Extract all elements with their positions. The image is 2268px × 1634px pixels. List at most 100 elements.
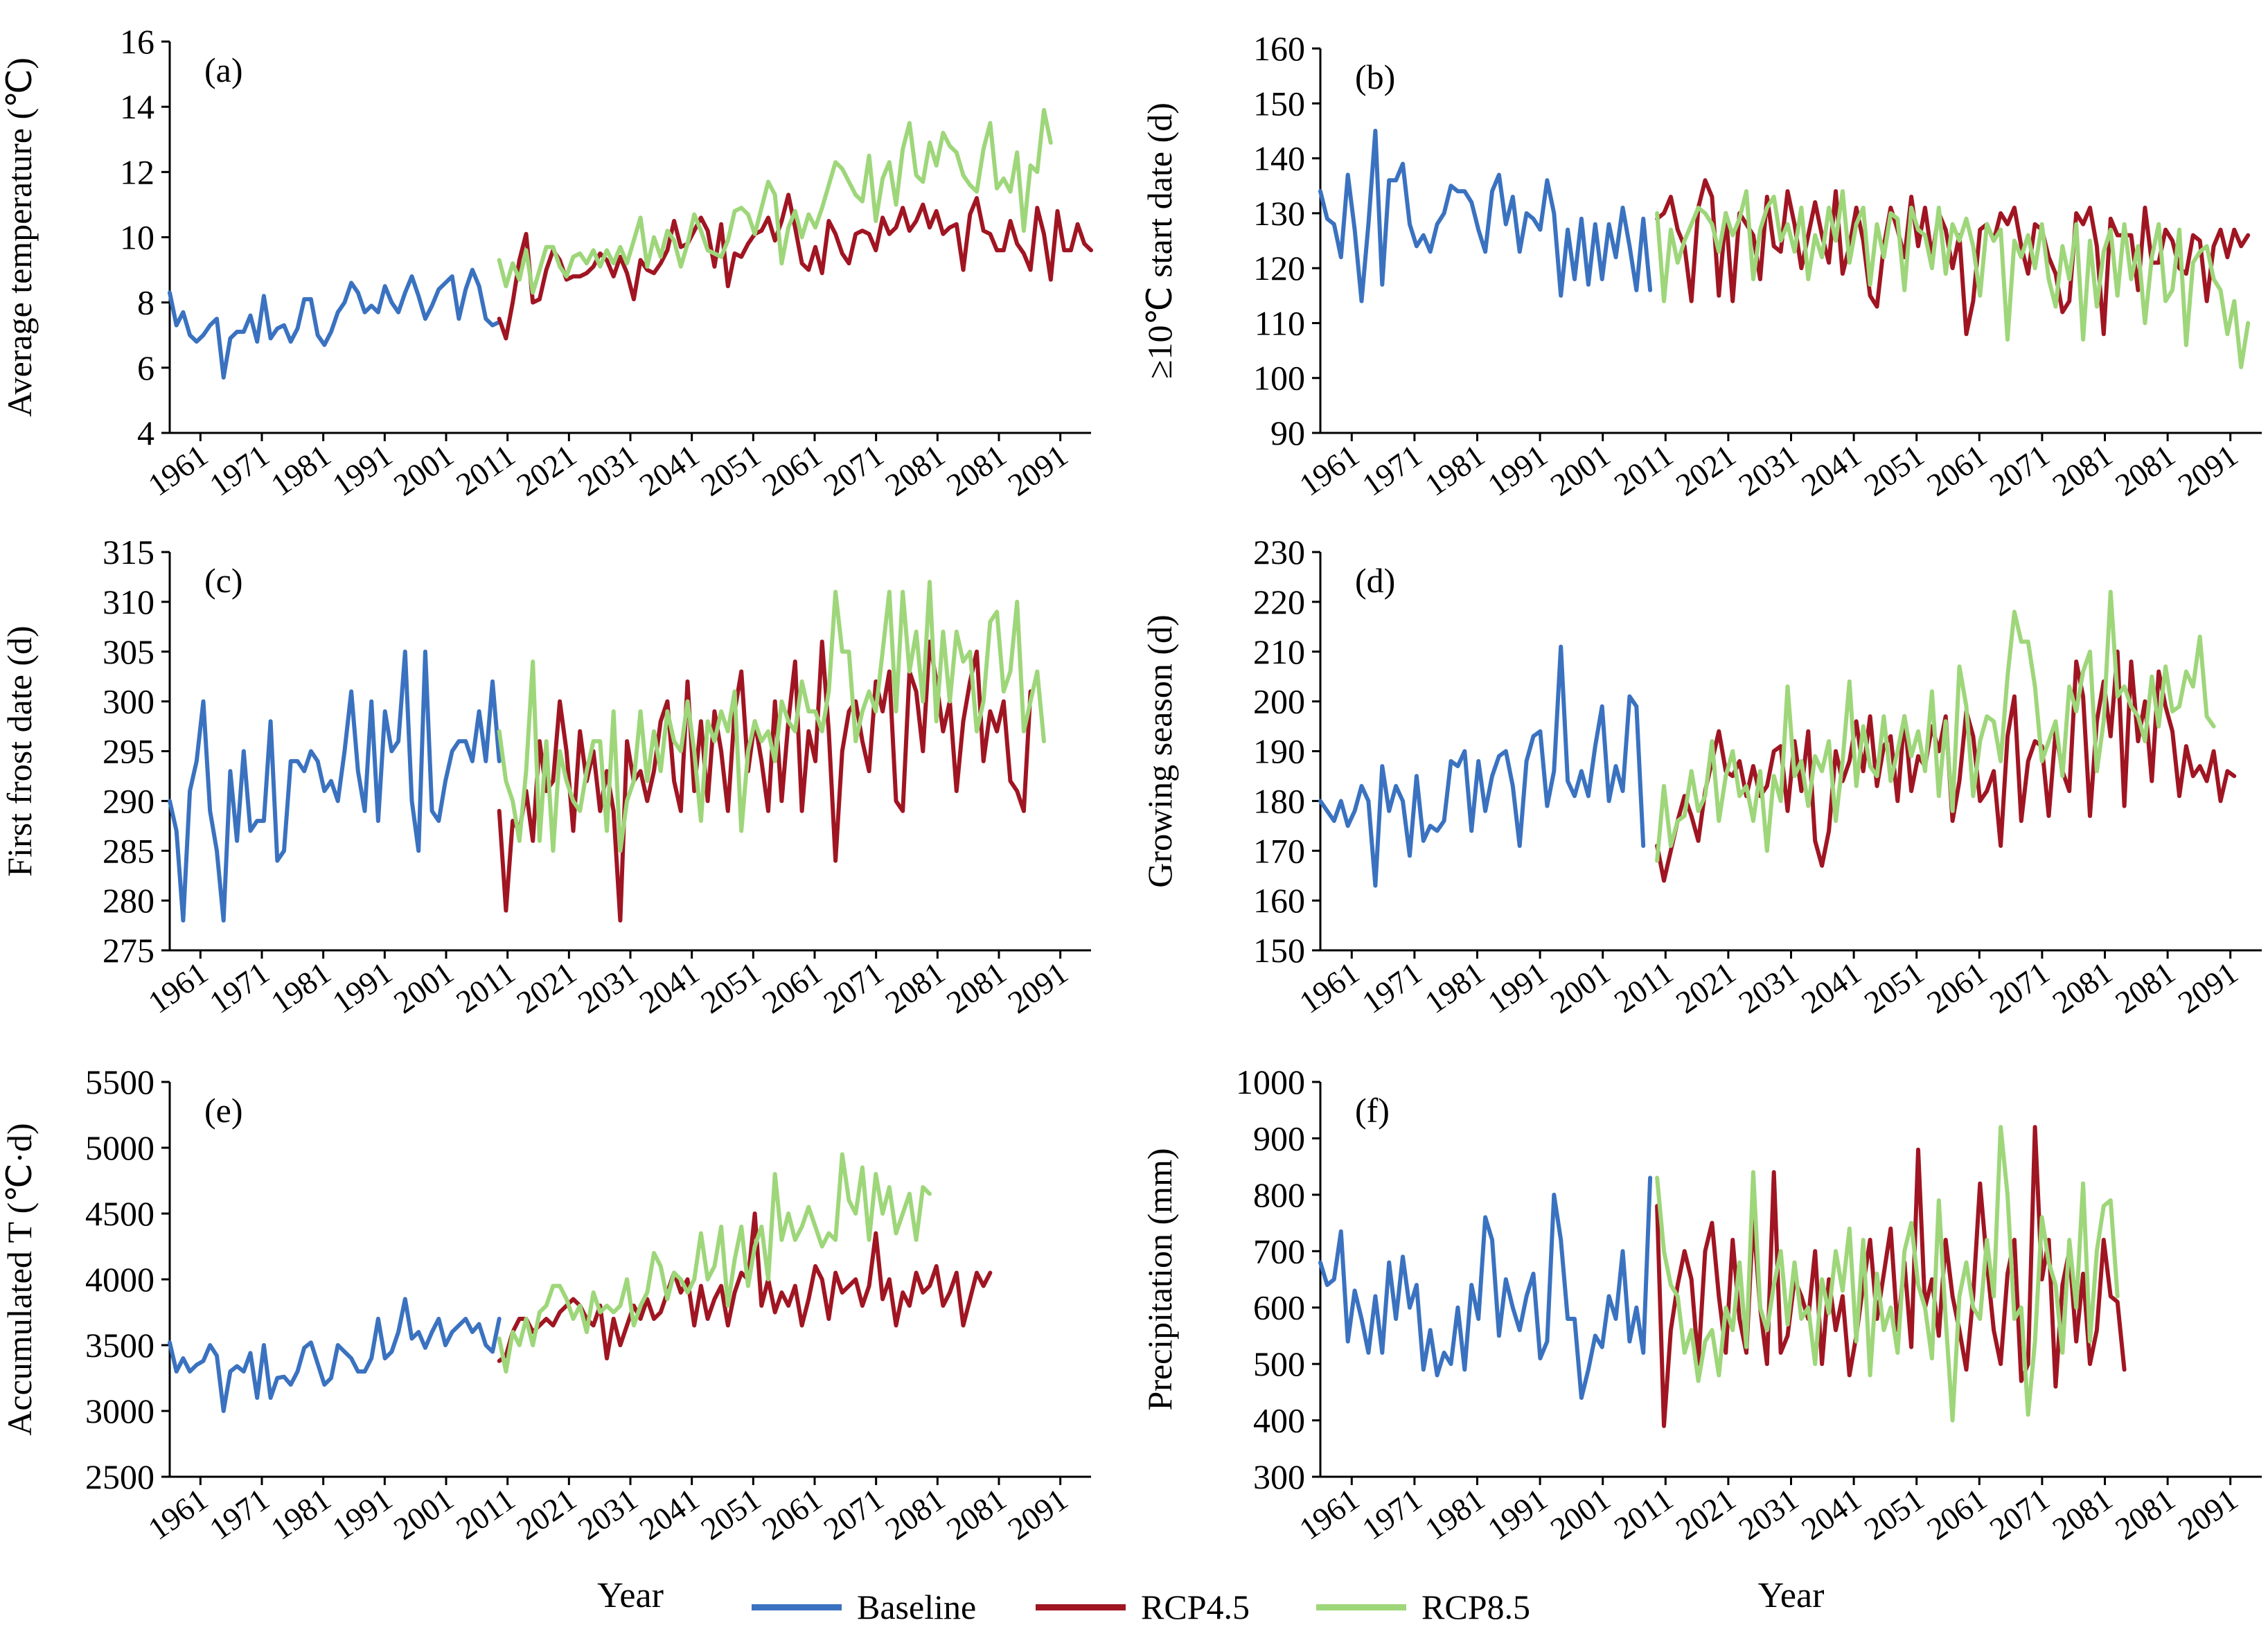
x-tick-label: 2041 xyxy=(1795,954,1868,1020)
x-tick-label: 2071 xyxy=(1983,954,2056,1020)
legend-label: RCP8.5 xyxy=(1421,1588,1531,1626)
x-tick-label: 2011 xyxy=(450,437,521,502)
legend-swatch xyxy=(1316,1604,1406,1610)
y-tick-label: 150 xyxy=(1253,84,1305,123)
x-tick-label: 1981 xyxy=(265,1481,337,1547)
x-tick-label: 2001 xyxy=(1544,437,1617,503)
x-tick-label: 2081 xyxy=(2109,954,2181,1020)
legend-item-rcp8-5: RCP8.5 xyxy=(1316,1586,1530,1628)
x-tick-label: 2091 xyxy=(1002,437,1074,503)
y-tick-label: 300 xyxy=(1253,1457,1305,1496)
y-tick-label: 400 xyxy=(1253,1401,1305,1440)
y-axis-title: Accumulated T (℃·d) xyxy=(0,1123,39,1435)
x-tick-label: 2081 xyxy=(878,1481,951,1547)
x-tick-label: 2011 xyxy=(450,1481,521,1546)
x-tick-label: 2031 xyxy=(1733,1481,1805,1547)
y-axis-title: ≥10℃ start date (d) xyxy=(1140,103,1179,379)
x-tick-label: 2031 xyxy=(572,954,644,1020)
x-tick-label: 1971 xyxy=(203,437,276,503)
panel-label: (d) xyxy=(1355,561,1395,600)
x-tick-label: 2081 xyxy=(2109,437,2181,503)
x-tick-label: 1991 xyxy=(1481,437,1554,503)
x-tick-label: 2021 xyxy=(510,954,583,1020)
y-tick-label: 230 xyxy=(1253,533,1305,571)
x-tick-label: 2061 xyxy=(1920,954,1993,1020)
x-tick-label: 2021 xyxy=(510,437,583,503)
x-tick-label: 1971 xyxy=(1356,954,1428,1020)
x-tick-label: 2021 xyxy=(1669,954,1742,1020)
y-tick-label: 275 xyxy=(103,931,154,970)
x-tick-label: 2091 xyxy=(2172,954,2244,1020)
series-line-rcp8-5 xyxy=(497,580,1046,853)
x-tick-label: 2011 xyxy=(1608,437,1679,502)
y-tick-label: 90 xyxy=(1270,414,1305,452)
x-tick-label: 2061 xyxy=(1920,437,1993,503)
series-line-baseline xyxy=(168,649,502,923)
x-tick-label: 2081 xyxy=(940,954,1013,1020)
x-tick-label: 1991 xyxy=(1481,954,1554,1020)
x-tick-label: 2001 xyxy=(387,1481,460,1547)
x-tick-label: 2021 xyxy=(1669,1481,1742,1547)
x-tick-label: 1991 xyxy=(326,1481,398,1547)
y-tick-label: 290 xyxy=(103,781,154,820)
y-tick-label: 120 xyxy=(1253,249,1305,287)
series-line-rcp8-5 xyxy=(1655,589,2216,863)
y-tick-label: 5000 xyxy=(85,1128,154,1167)
series-line-baseline xyxy=(1318,1175,1653,1400)
y-tick-label: 130 xyxy=(1253,194,1305,233)
series-line-baseline xyxy=(168,267,502,380)
x-tick-label: 2081 xyxy=(2046,954,2119,1020)
y-tick-label: 2500 xyxy=(85,1457,154,1496)
y-tick-label: 600 xyxy=(1253,1288,1305,1327)
series-line-rcp4-5 xyxy=(1655,649,2237,883)
x-tick-label: 2011 xyxy=(1608,1481,1679,1546)
x-tick-label: 1971 xyxy=(203,1481,276,1547)
y-tick-label: 310 xyxy=(103,583,154,621)
x-tick-label: 2071 xyxy=(1983,437,2056,503)
x-tick-label: 2011 xyxy=(1608,954,1679,1020)
y-tick-label: 800 xyxy=(1253,1175,1305,1214)
legend-item-rcp4-5: RCP4.5 xyxy=(1036,1586,1250,1628)
series-line-baseline xyxy=(1318,644,1646,888)
panel-label: (c) xyxy=(204,561,243,600)
x-tick-label: 2051 xyxy=(694,954,767,1020)
x-tick-label: 2041 xyxy=(633,437,706,503)
y-tick-label: 160 xyxy=(1253,881,1305,920)
y-axis-title: First frost date (d) xyxy=(0,625,39,876)
x-tick-label: 2021 xyxy=(1669,437,1742,503)
y-tick-label: 300 xyxy=(103,682,154,721)
x-tick-label: 1991 xyxy=(326,954,398,1020)
y-tick-label: 3000 xyxy=(85,1392,154,1430)
x-tick-label: 2071 xyxy=(1983,1481,2056,1547)
y-tick-label: 315 xyxy=(103,533,154,571)
x-tick-label: 2091 xyxy=(2172,1481,2244,1547)
x-tick-label: 2091 xyxy=(1002,954,1074,1020)
chart-legend: Baseline RCP4.5 RCP8.5 xyxy=(0,1586,2268,1628)
x-tick-label: 2061 xyxy=(756,954,829,1020)
x-tick-label: 2051 xyxy=(694,1481,767,1547)
x-tick-label: 2001 xyxy=(387,437,460,503)
y-tick-label: 16 xyxy=(120,22,154,61)
y-tick-label: 110 xyxy=(1255,303,1305,342)
series-line-rcp8-5 xyxy=(1655,1125,2120,1423)
y-tick-label: 12 xyxy=(120,152,154,191)
x-tick-label: 2031 xyxy=(1733,954,1805,1020)
x-tick-label: 2081 xyxy=(2046,1481,2119,1547)
x-tick-label: 2061 xyxy=(1920,1481,1993,1547)
x-tick-label: 1981 xyxy=(1419,1481,1491,1547)
x-tick-label: 2031 xyxy=(572,437,644,503)
y-tick-label: 100 xyxy=(1253,359,1305,398)
y-tick-label: 4000 xyxy=(85,1260,154,1299)
series-line-rcp8-5 xyxy=(497,1152,932,1374)
y-tick-label: 305 xyxy=(103,632,154,671)
y-tick-label: 140 xyxy=(1253,139,1305,178)
legend-swatch xyxy=(1036,1604,1126,1610)
y-tick-label: 200 xyxy=(1253,682,1305,721)
x-tick-label: 2001 xyxy=(387,954,460,1020)
x-tick-label: 2091 xyxy=(1002,1481,1074,1547)
x-tick-label: 2081 xyxy=(940,1481,1013,1547)
x-tick-label: 2081 xyxy=(940,437,1013,503)
x-tick-label: 2071 xyxy=(817,1481,890,1547)
series-line-baseline xyxy=(1318,128,1653,303)
y-tick-label: 4500 xyxy=(85,1194,154,1233)
